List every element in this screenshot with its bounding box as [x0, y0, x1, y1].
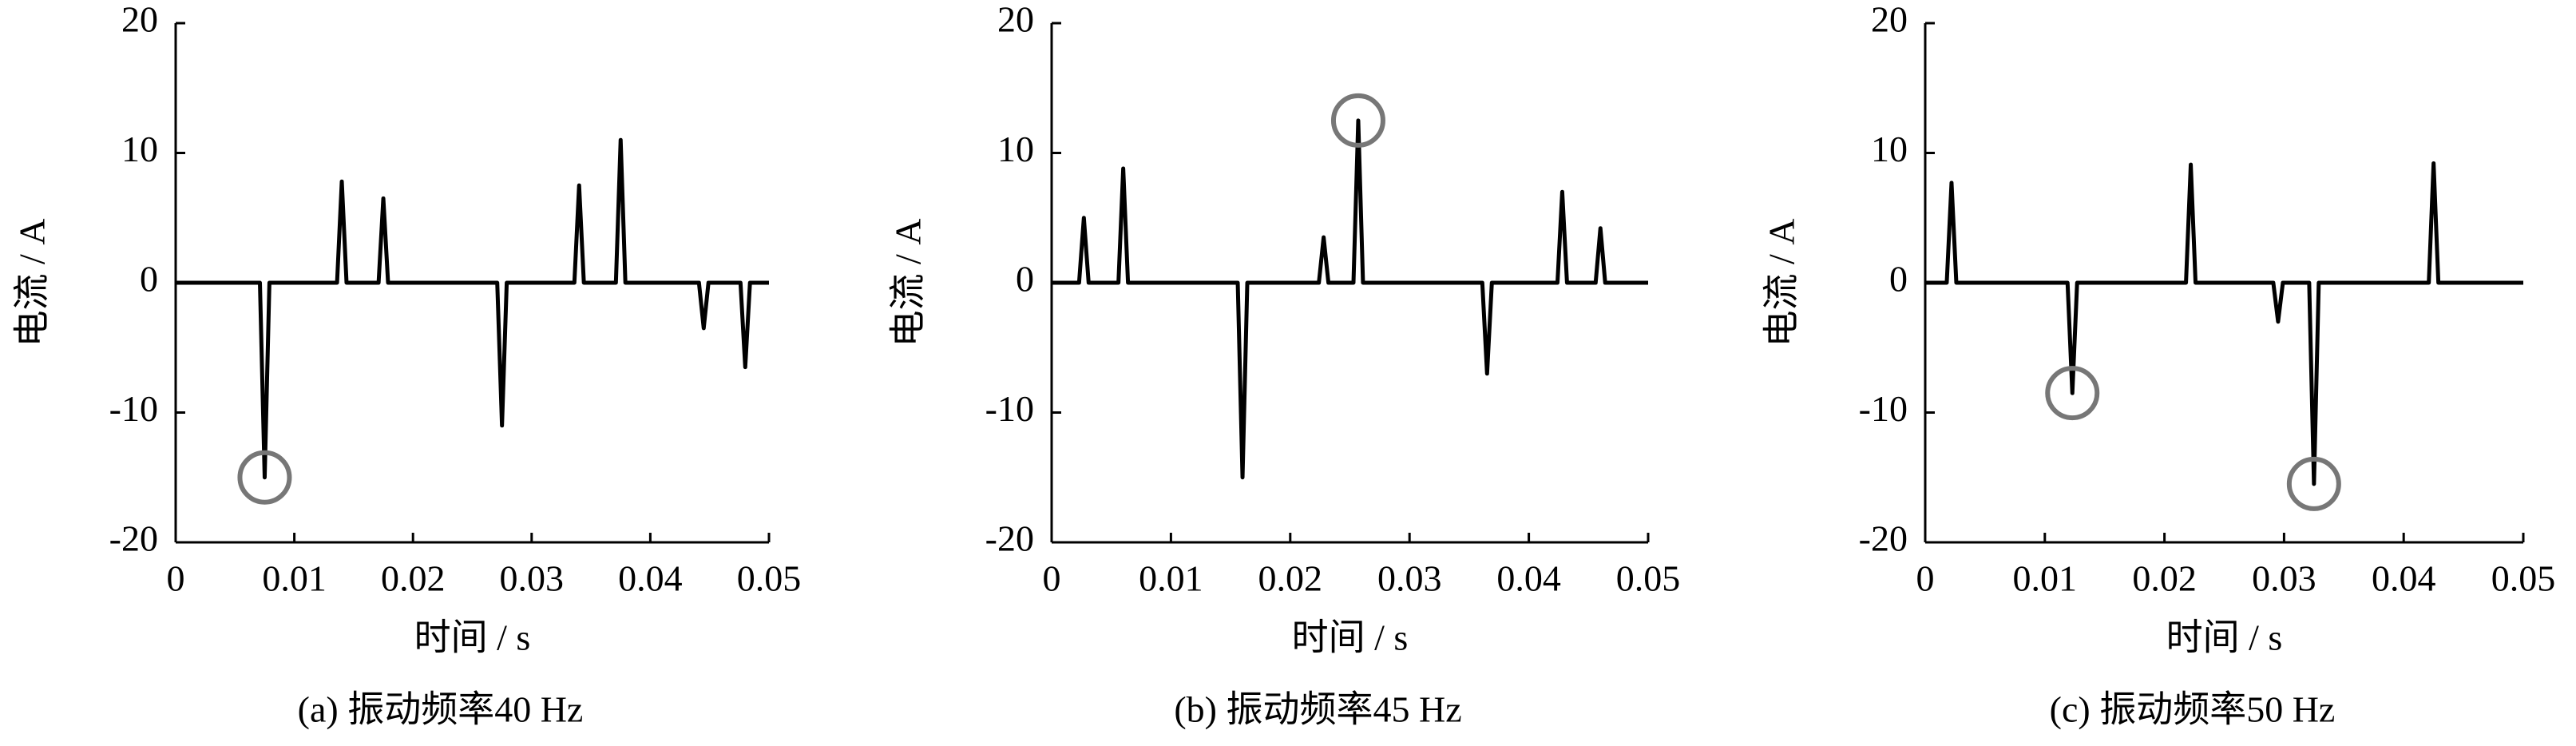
y-tick-label: -10 — [1859, 388, 1908, 429]
line — [1925, 161, 2523, 486]
y-tick-label: 0 — [1016, 259, 1034, 300]
x-tick-label: 0.01 — [262, 558, 327, 599]
y-tick-label: -10 — [109, 388, 158, 429]
line — [176, 137, 769, 480]
x-tick-label: 0.04 — [618, 558, 683, 599]
caption: (c) 振动频率50 Hz — [2050, 689, 2336, 730]
y-tick-label: 0 — [1889, 259, 1908, 300]
x-tick-label: 0 — [1916, 558, 1935, 599]
highlight-circle — [2286, 456, 2341, 511]
y-tick-label: -20 — [985, 518, 1034, 559]
line — [1052, 118, 1648, 480]
y-tick-label: 10 — [997, 129, 1034, 169]
y-tick-label: 20 — [121, 0, 158, 40]
y-tick-label: 10 — [1871, 129, 1908, 169]
caption: (b) 振动频率45 Hz — [1174, 689, 1461, 730]
y-tick-label: -10 — [985, 388, 1034, 429]
y-tick-label: 10 — [121, 129, 158, 169]
x-tick-label: 0.01 — [2013, 558, 2078, 599]
x-tick-label: 0.02 — [2132, 558, 2197, 599]
x-tick-label: 0.05 — [737, 558, 802, 599]
x-tick-label: 0.03 — [2252, 558, 2316, 599]
y-tick-label: -20 — [109, 518, 158, 559]
y-axis-label: 电流 / A — [888, 219, 929, 347]
y-axis-label: 电流 / A — [12, 219, 53, 347]
y-tick-label: 20 — [997, 0, 1034, 40]
x-tick-label: 0.02 — [381, 558, 446, 599]
x-tick-label: 0 — [1043, 558, 1061, 599]
x-tick-label: 0.03 — [500, 558, 565, 599]
x-tick-label: 0.01 — [1139, 558, 1203, 599]
x-tick-label: 0.02 — [1258, 558, 1323, 599]
y-tick-label: 20 — [1871, 0, 1908, 40]
x-tick-label: 0.04 — [2372, 558, 2436, 599]
x-axis-label: 时间 / s — [1292, 617, 1409, 658]
x-axis-label: 时间 / s — [414, 617, 531, 658]
y-axis-label: 电流 / A — [1762, 219, 1802, 347]
x-tick-label: 0.03 — [1377, 558, 1442, 599]
x-tick-label: 0.05 — [2491, 558, 2556, 599]
highlight-circle — [237, 450, 292, 505]
highlight-circle — [1330, 93, 1385, 148]
x-tick-label: 0.04 — [1496, 558, 1561, 599]
highlight-circle — [2045, 366, 2100, 421]
x-tick-label: 0.05 — [1616, 558, 1681, 599]
x-axis-label: 时间 / s — [2166, 617, 2283, 658]
x-tick-label: 0 — [167, 558, 185, 599]
y-tick-label: 0 — [140, 259, 158, 300]
y-tick-label: -20 — [1859, 518, 1908, 559]
caption: (a) 振动频率40 Hz — [298, 689, 584, 730]
